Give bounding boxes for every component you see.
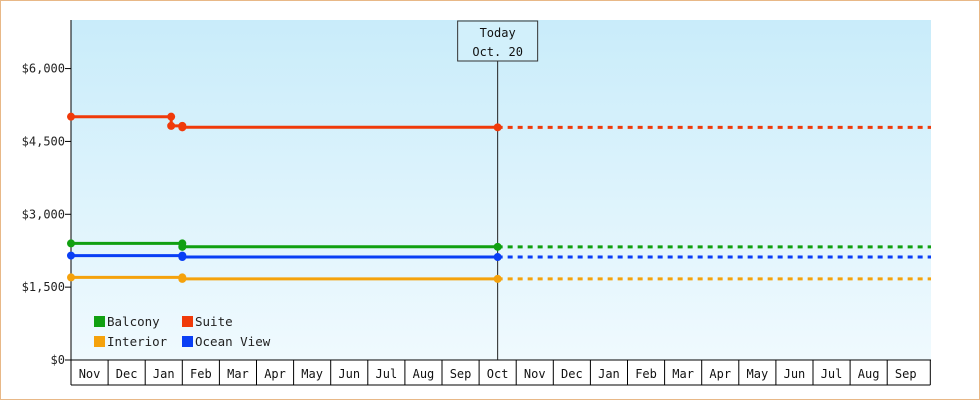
month-label: Apr xyxy=(264,367,286,381)
series-suite xyxy=(67,112,931,132)
month-label: Jul xyxy=(821,367,843,381)
month-label: Feb xyxy=(190,367,212,381)
plot-area xyxy=(71,20,931,360)
data-point xyxy=(493,274,502,283)
legend-swatch xyxy=(94,336,105,347)
legend-label: Ocean View xyxy=(195,334,271,349)
legend-label: Suite xyxy=(195,314,233,329)
today-label: Today xyxy=(480,26,516,40)
legend-swatch xyxy=(182,316,193,327)
series-ocean-view xyxy=(67,251,931,262)
month-label: Oct xyxy=(487,367,509,381)
data-point xyxy=(493,242,502,251)
month-label: Aug xyxy=(858,367,880,381)
month-label: Dec xyxy=(116,367,138,381)
month-label: Feb xyxy=(635,367,657,381)
month-label: May xyxy=(747,367,769,381)
today-marker: Today Oct. 20 xyxy=(457,20,539,360)
series-line xyxy=(71,254,498,259)
data-point xyxy=(178,123,187,132)
today-date-label: Oct. 20 xyxy=(472,45,523,59)
x-axis: Nov Dec Jan Feb Mar Apr May Jun Jul Aug Sep Oct Nov D… xyxy=(70,359,931,386)
data-point xyxy=(67,239,75,248)
month-label: Aug xyxy=(413,367,435,381)
data-point xyxy=(493,253,502,262)
legend: Balcony Suite Interior Ocean View xyxy=(94,314,271,349)
legend-swatch xyxy=(94,316,105,327)
month-label: Jan xyxy=(153,367,175,381)
series-line xyxy=(71,275,498,281)
series-layer xyxy=(67,112,931,283)
legend-label: Balcony xyxy=(107,314,160,329)
month-label: Jan xyxy=(598,367,620,381)
data-point xyxy=(493,123,502,132)
data-point xyxy=(67,273,75,282)
data-point xyxy=(178,242,187,251)
month-label: Apr xyxy=(709,367,731,381)
legend-swatch xyxy=(182,336,193,347)
month-label: Jun xyxy=(338,367,360,381)
month-label: Nov xyxy=(524,367,546,381)
legend-label: Interior xyxy=(107,334,168,349)
y-tick-label: $4,500 xyxy=(22,134,65,148)
y-axis: $0 $1,500 $3,000 $4,500 $6,000 xyxy=(22,20,72,367)
month-label: Dec xyxy=(561,367,583,381)
month-label: Nov xyxy=(79,367,101,381)
data-point xyxy=(67,251,75,260)
today-box xyxy=(457,20,539,62)
y-tick-label: $0 xyxy=(51,353,65,367)
month-label: Sep xyxy=(450,367,472,381)
month-label: Mar xyxy=(227,367,249,381)
data-point xyxy=(167,112,176,121)
y-tick-label: $3,000 xyxy=(22,207,65,221)
month-label: Jul xyxy=(376,367,398,381)
month-label: May xyxy=(301,367,323,381)
data-point xyxy=(178,253,187,262)
series-balcony xyxy=(67,239,931,251)
month-label: Mar xyxy=(672,367,694,381)
series-interior xyxy=(67,273,931,283)
series-line xyxy=(71,115,498,129)
data-point xyxy=(67,112,75,121)
data-point xyxy=(167,121,176,130)
month-label: Sep xyxy=(895,367,917,381)
y-tick-label: $6,000 xyxy=(22,62,65,76)
y-tick-label: $1,500 xyxy=(22,280,65,294)
month-label: Jun xyxy=(784,367,806,381)
data-point xyxy=(178,274,187,283)
